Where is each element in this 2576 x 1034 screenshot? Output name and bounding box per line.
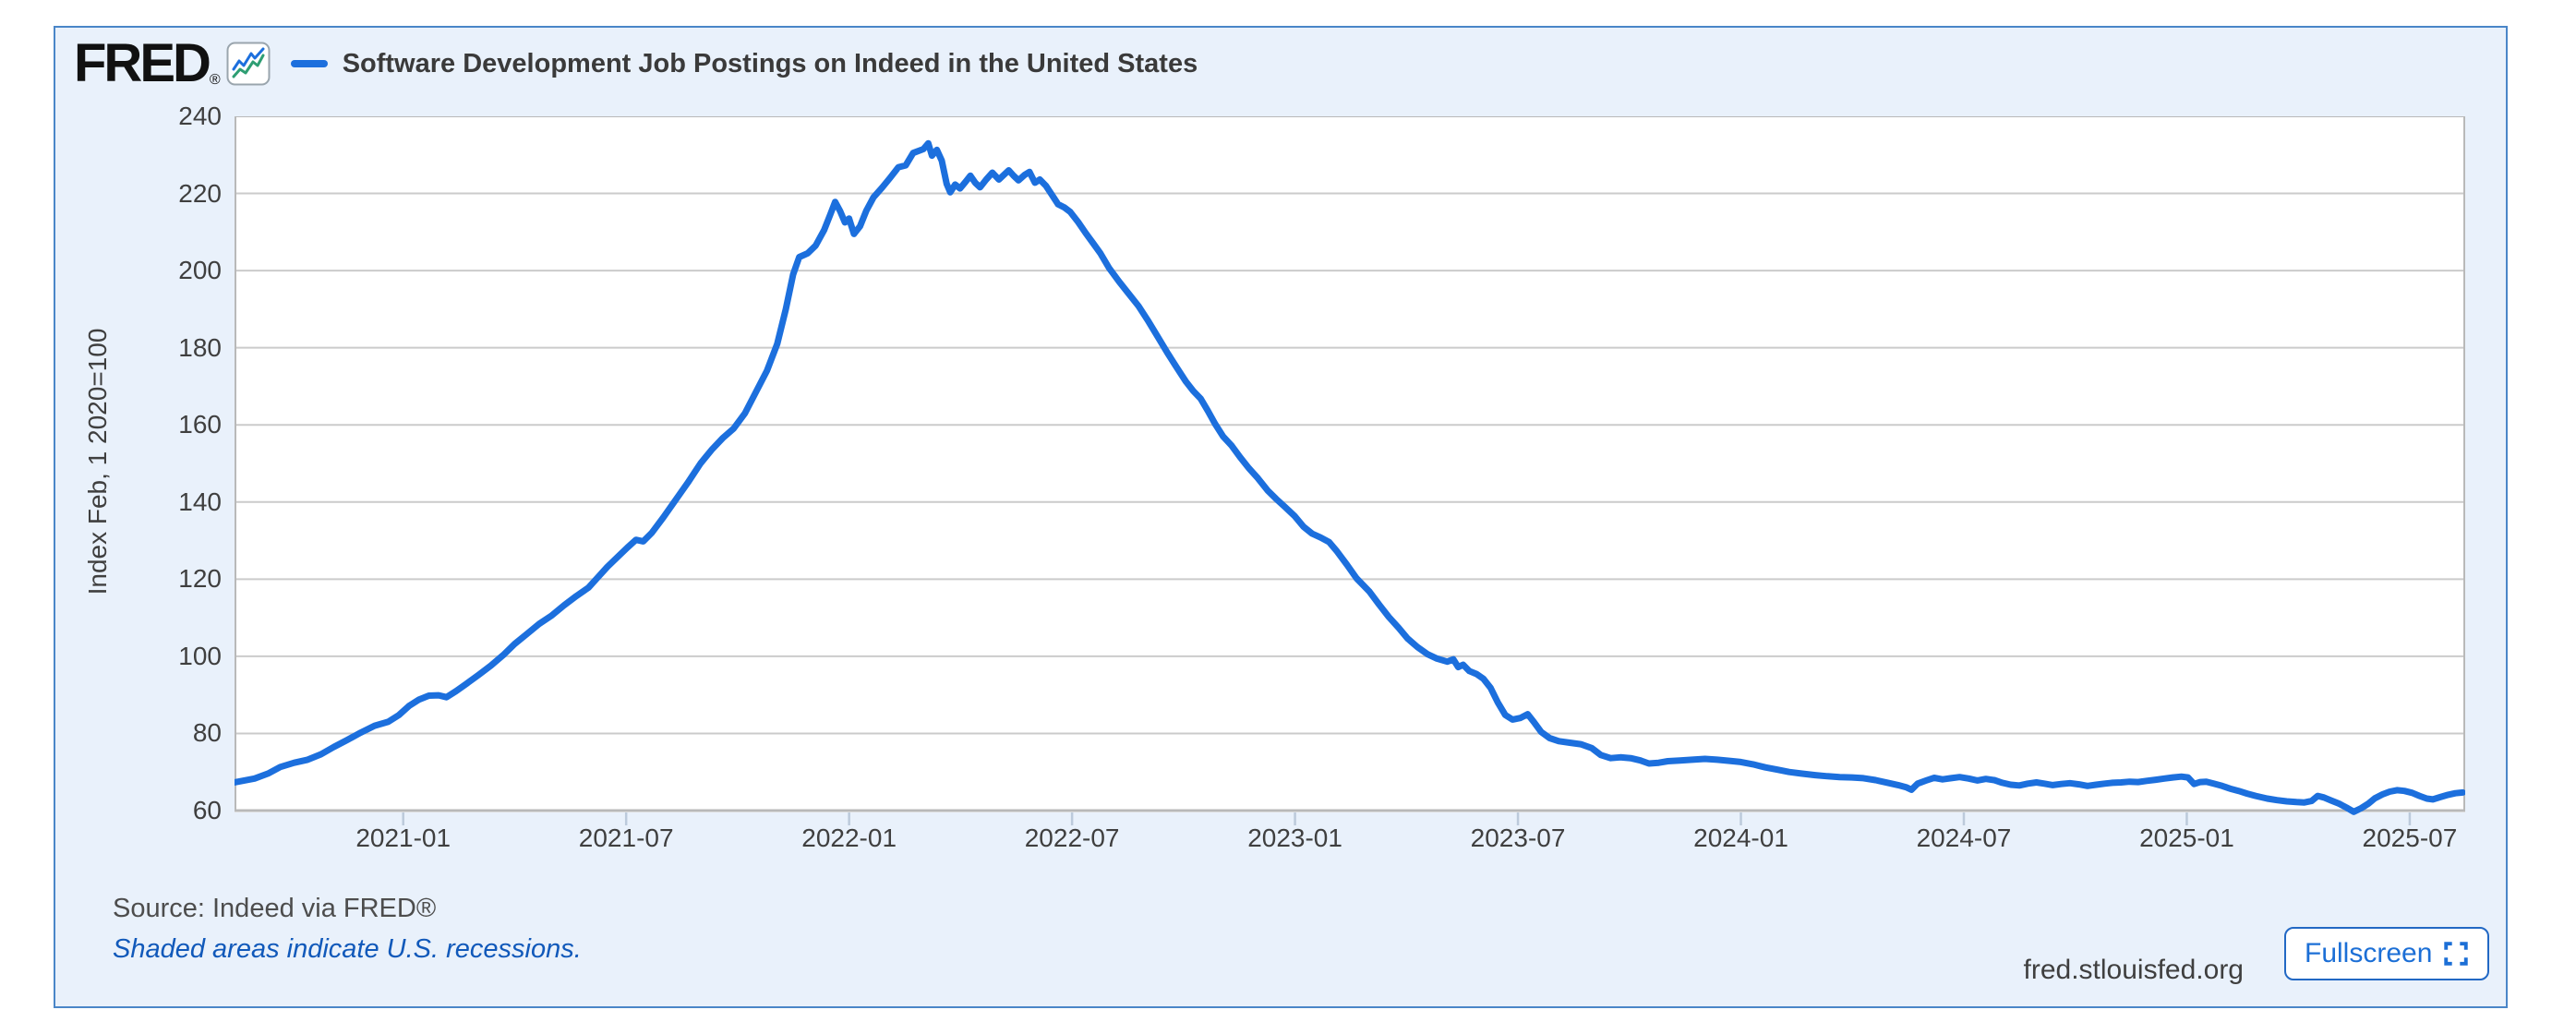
chart-canvas: [235, 116, 2465, 825]
chart-header: FRED ® Software Development Job Postings…: [74, 37, 1198, 90]
x-tick-label: 2025-01: [2139, 824, 2234, 852]
y-tick-label: 140: [178, 487, 222, 516]
fred-graph-icon: [226, 42, 271, 86]
site-url-text: fred.stlouisfed.org: [2023, 955, 2244, 985]
y-tick-label: 120: [178, 564, 222, 594]
x-tick-label: 2023-01: [1247, 824, 1342, 852]
plot-background: [235, 116, 2465, 812]
data-series-line: [235, 139, 2465, 815]
recessions-note-link[interactable]: Shaded areas indicate U.S. recessions.: [113, 934, 582, 964]
y-tick-label: 100: [178, 641, 222, 670]
fred-logo-registered-mark: ®: [209, 72, 221, 88]
y-tick-label: 240: [178, 102, 222, 130]
y-tick-label: 220: [178, 178, 222, 208]
fullscreen-button[interactable]: Fullscreen: [2284, 927, 2490, 980]
x-tick-label: 2021-07: [578, 824, 674, 852]
y-tick-label: 160: [178, 410, 222, 439]
x-tick-label: 2022-07: [1024, 824, 1120, 852]
y-tick-label: 200: [178, 256, 222, 285]
x-tick-label: 2022-01: [801, 824, 897, 852]
series-legend-label: Software Development Job Postings on Ind…: [342, 48, 1198, 78]
fred-logo[interactable]: FRED: [74, 33, 211, 93]
fred-chart-card: FRED ® Software Development Job Postings…: [54, 26, 2508, 1008]
x-tick-label: 2024-07: [1916, 824, 2012, 852]
y-tick-label: 180: [178, 332, 222, 362]
y-tick-label: 80: [192, 718, 222, 748]
x-tick-label: 2025-07: [2362, 824, 2458, 852]
series-legend-swatch: [290, 60, 328, 67]
x-tick-label: 2021-01: [355, 824, 451, 852]
y-axis-title: Index Feb, 1 2020=100: [83, 328, 112, 595]
source-text: Source: Indeed via FRED®: [113, 894, 437, 923]
fullscreen-icon: [2444, 942, 2469, 966]
x-tick-label: 2023-07: [1470, 824, 1566, 852]
fullscreen-button-label: Fullscreen: [2305, 938, 2433, 968]
y-tick-label: 60: [192, 796, 222, 824]
x-tick-label: 2024-01: [1693, 824, 1788, 852]
